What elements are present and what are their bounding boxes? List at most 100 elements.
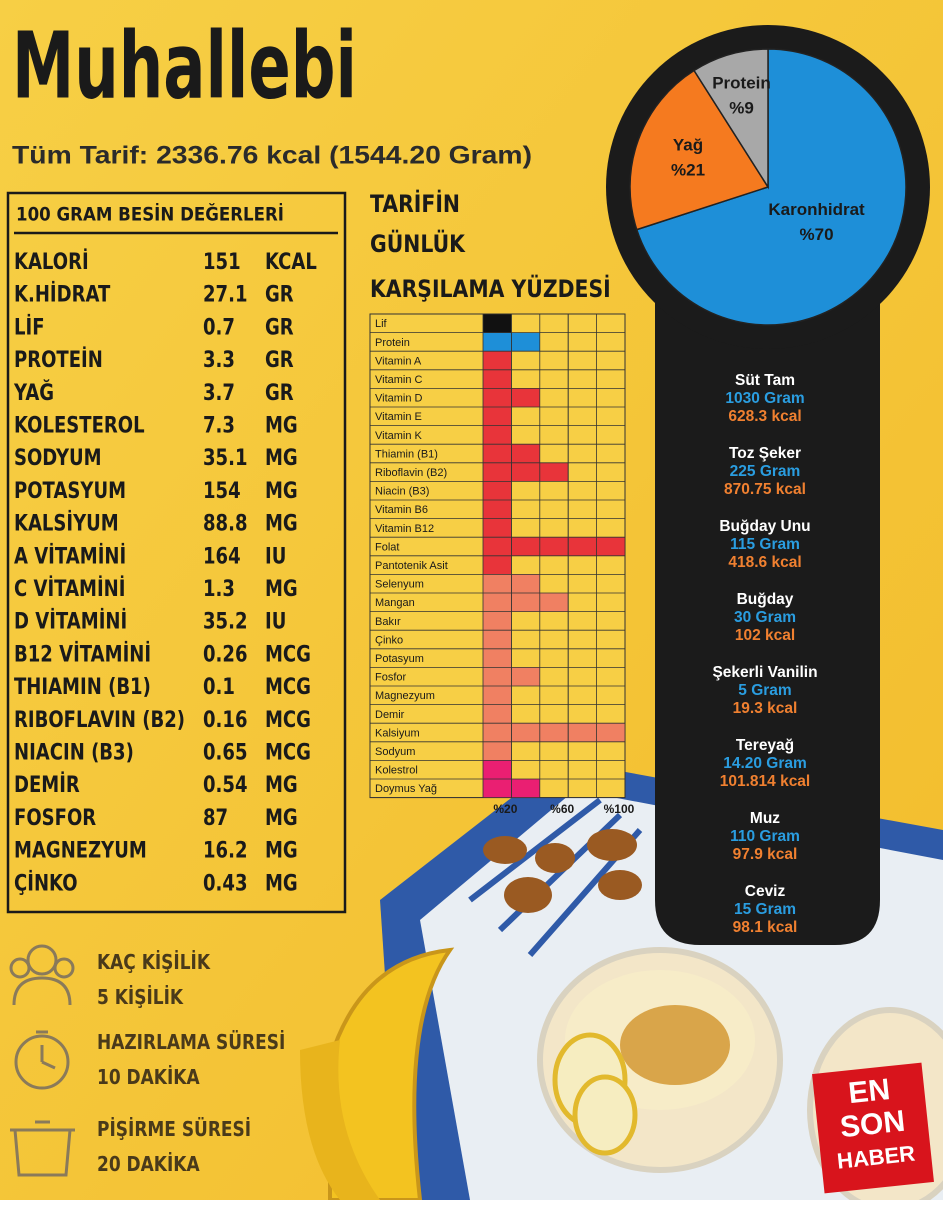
nutrient-unit: MCG	[265, 673, 311, 699]
nutrient-unit: MG	[265, 870, 298, 896]
nutrient-value: 0.1	[203, 673, 235, 699]
bar-category: Mangan	[375, 597, 415, 609]
bar	[483, 704, 512, 724]
bar	[483, 593, 569, 612]
ingredient-gram: 30 Gram	[734, 609, 796, 626]
ingredient-kcal: 98.1 kcal	[733, 919, 798, 936]
pie-label: Yağ	[673, 136, 703, 155]
info-value: 5 KİŞİLİK	[97, 983, 184, 1009]
bar-chart-title: GÜNLÜK	[370, 228, 466, 258]
nutrient-unit: GR	[265, 314, 294, 340]
nutrient-name: MAGNEZYUM	[14, 837, 147, 863]
bar-category: Niacin (B3)	[375, 486, 429, 498]
bar-category: Vitamin E	[375, 411, 422, 423]
bar-category: Pantotenik Asit	[375, 560, 448, 572]
ingredient-gram: 14.20 Gram	[723, 755, 807, 772]
nutrient-name: LİF	[14, 314, 45, 340]
bar-category: Vitamin B12	[375, 523, 434, 535]
ingredient-gram: 5 Gram	[738, 682, 791, 699]
bar	[483, 518, 512, 538]
nutrient-value: 35.1	[203, 444, 247, 470]
nutrient-value: 164	[203, 543, 241, 569]
bar-chart-title: KARŞILAMA YÜZDESİ	[370, 273, 611, 303]
ingredient-kcal: 102 kcal	[735, 627, 795, 644]
ingredient-kcal: 418.6 kcal	[728, 554, 801, 571]
nutrient-name: C VİTAMİNİ	[14, 575, 126, 601]
bar-category: Kolestrol	[375, 765, 418, 777]
nutrient-value: 3.3	[203, 346, 235, 372]
nutrient-name: POTASYUM	[14, 477, 126, 503]
icons	[9, 944, 75, 1177]
nutrient-name: K.HİDRAT	[14, 281, 111, 307]
title: Muhallebi	[12, 12, 357, 119]
nutrient-name: KOLESTEROL	[14, 412, 145, 438]
nutrient-unit: MCG	[265, 739, 311, 765]
bar-category: Folat	[375, 541, 399, 553]
pie-slice	[635, 48, 907, 326]
bar	[483, 351, 512, 370]
bar-category: Bakır	[375, 616, 401, 628]
nutrient-value: 0.54	[203, 771, 247, 797]
ingredient-kcal: 870.75 kcal	[724, 481, 806, 498]
bar-category: Vitamin A	[375, 355, 422, 367]
bar-category: Kalsiyum	[375, 727, 420, 739]
bar-category: Vitamin B6	[375, 504, 428, 516]
nutrient-unit: MG	[265, 771, 298, 797]
ingredient-panel	[655, 290, 880, 945]
bar-category: Sodyum	[375, 746, 415, 758]
bar-category: Vitamin K	[375, 430, 423, 442]
nutrient-unit: MCG	[265, 641, 311, 667]
nutrient-value: 16.2	[203, 837, 247, 863]
ingredient-gram: 1030 Gram	[725, 390, 804, 407]
ingredient-name: Ceviz	[745, 883, 786, 900]
nutrient-name: PROTEİN	[14, 346, 103, 372]
ingredient-kcal: 97.9 kcal	[733, 846, 798, 863]
x-tick-label: %60	[550, 802, 574, 816]
ingredient-name: Buğday	[737, 591, 794, 608]
nutrient-unit: MG	[265, 444, 298, 470]
logo-text: SON	[839, 1105, 907, 1145]
nutrient-value: 27.1	[203, 281, 247, 307]
ingredient-gram: 115 Gram	[730, 536, 800, 553]
bar	[483, 537, 625, 556]
info-value: 10 DAKİKA	[97, 1063, 200, 1089]
nutrient-value: 0.26	[203, 641, 247, 667]
nutrient-value: 0.16	[203, 706, 247, 732]
nutrient-value: 154	[203, 477, 241, 503]
ingredient-gram: 225 Gram	[730, 463, 801, 480]
bar	[483, 723, 625, 742]
bar	[483, 611, 512, 631]
bar	[483, 555, 512, 575]
ingredient-gram: 15 Gram	[734, 901, 796, 918]
nutrient-name: THIAMIN (B1)	[14, 673, 151, 699]
bar-chart-title: TARİFİN	[370, 188, 460, 218]
nutrient-unit: MG	[265, 837, 298, 863]
bar	[483, 462, 569, 482]
nutrient-unit: GR	[265, 281, 294, 307]
bar-category: Demir	[375, 709, 405, 721]
nutrient-value: 35.2	[203, 608, 247, 634]
ingredient-name: Muz	[750, 810, 780, 827]
bar-category: Doymus Yağ	[375, 783, 437, 795]
pie-value-label: %9	[729, 98, 754, 117]
nutrient-name: A VİTAMİNİ	[14, 543, 126, 569]
nutrient-name: SODYUM	[14, 444, 102, 470]
info-value: 20 DAKİKA	[97, 1150, 200, 1176]
ingredient-name: Buğday Unu	[719, 518, 810, 535]
bar	[483, 425, 512, 445]
nutrient-unit: MG	[265, 804, 298, 830]
pie-slice	[693, 48, 769, 190]
bar-category: Magnezyum	[375, 690, 435, 702]
bar-category: Riboflavin (B2)	[375, 467, 447, 479]
bar	[483, 369, 512, 389]
nutrient-unit: MG	[265, 412, 298, 438]
logo-box	[812, 1062, 934, 1194]
info-label: PİŞİRME SÜRESİ	[97, 1115, 251, 1141]
bar	[483, 760, 512, 779]
bar	[483, 314, 512, 333]
bar-category: Selenyum	[375, 579, 424, 591]
nutrient-unit: MCG	[265, 706, 311, 732]
pie-label: Protein	[712, 73, 771, 92]
nutrient-value: 0.43	[203, 870, 247, 896]
